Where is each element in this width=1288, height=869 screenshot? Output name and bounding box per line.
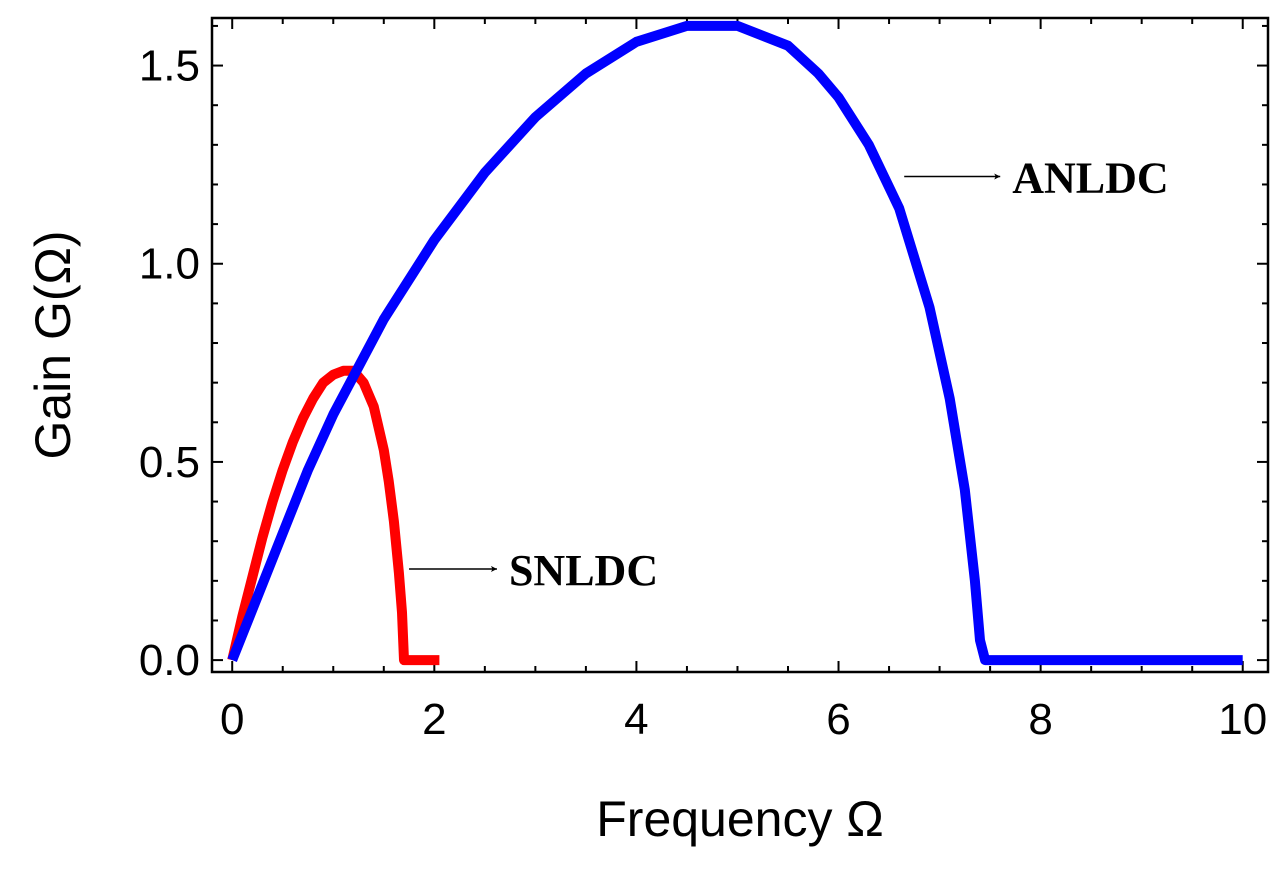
y-tick-label: 0.5: [139, 438, 200, 487]
tick-labels: 0 2 4 6 8 10 0.0 0.5 1.0 1.5: [139, 42, 1267, 744]
x-axis-title: Frequency Ω: [596, 791, 884, 847]
x-tick-label: 8: [1028, 695, 1052, 744]
y-axis-title: Gain G(Ω): [25, 230, 81, 459]
annotations: SNLDC ANLDC: [409, 154, 1169, 595]
annotation-label-snldc: SNLDC: [509, 546, 658, 595]
x-tick-label: 2: [422, 695, 446, 744]
y-tick-label: 0.0: [139, 636, 200, 685]
x-tick-label: 0: [220, 695, 244, 744]
series-line-anldc: [227, 20, 1243, 666]
x-tick-label: 4: [624, 695, 648, 744]
x-tick-label: 6: [826, 695, 850, 744]
plot-frame: [210, 16, 1270, 674]
series-group: [227, 20, 1243, 666]
x-tick-label: 10: [1218, 695, 1267, 744]
y-tick-label: 1.0: [139, 240, 200, 289]
y-tick-label: 1.5: [139, 42, 200, 91]
annotation-label-anldc: ANLDC: [1012, 154, 1168, 203]
